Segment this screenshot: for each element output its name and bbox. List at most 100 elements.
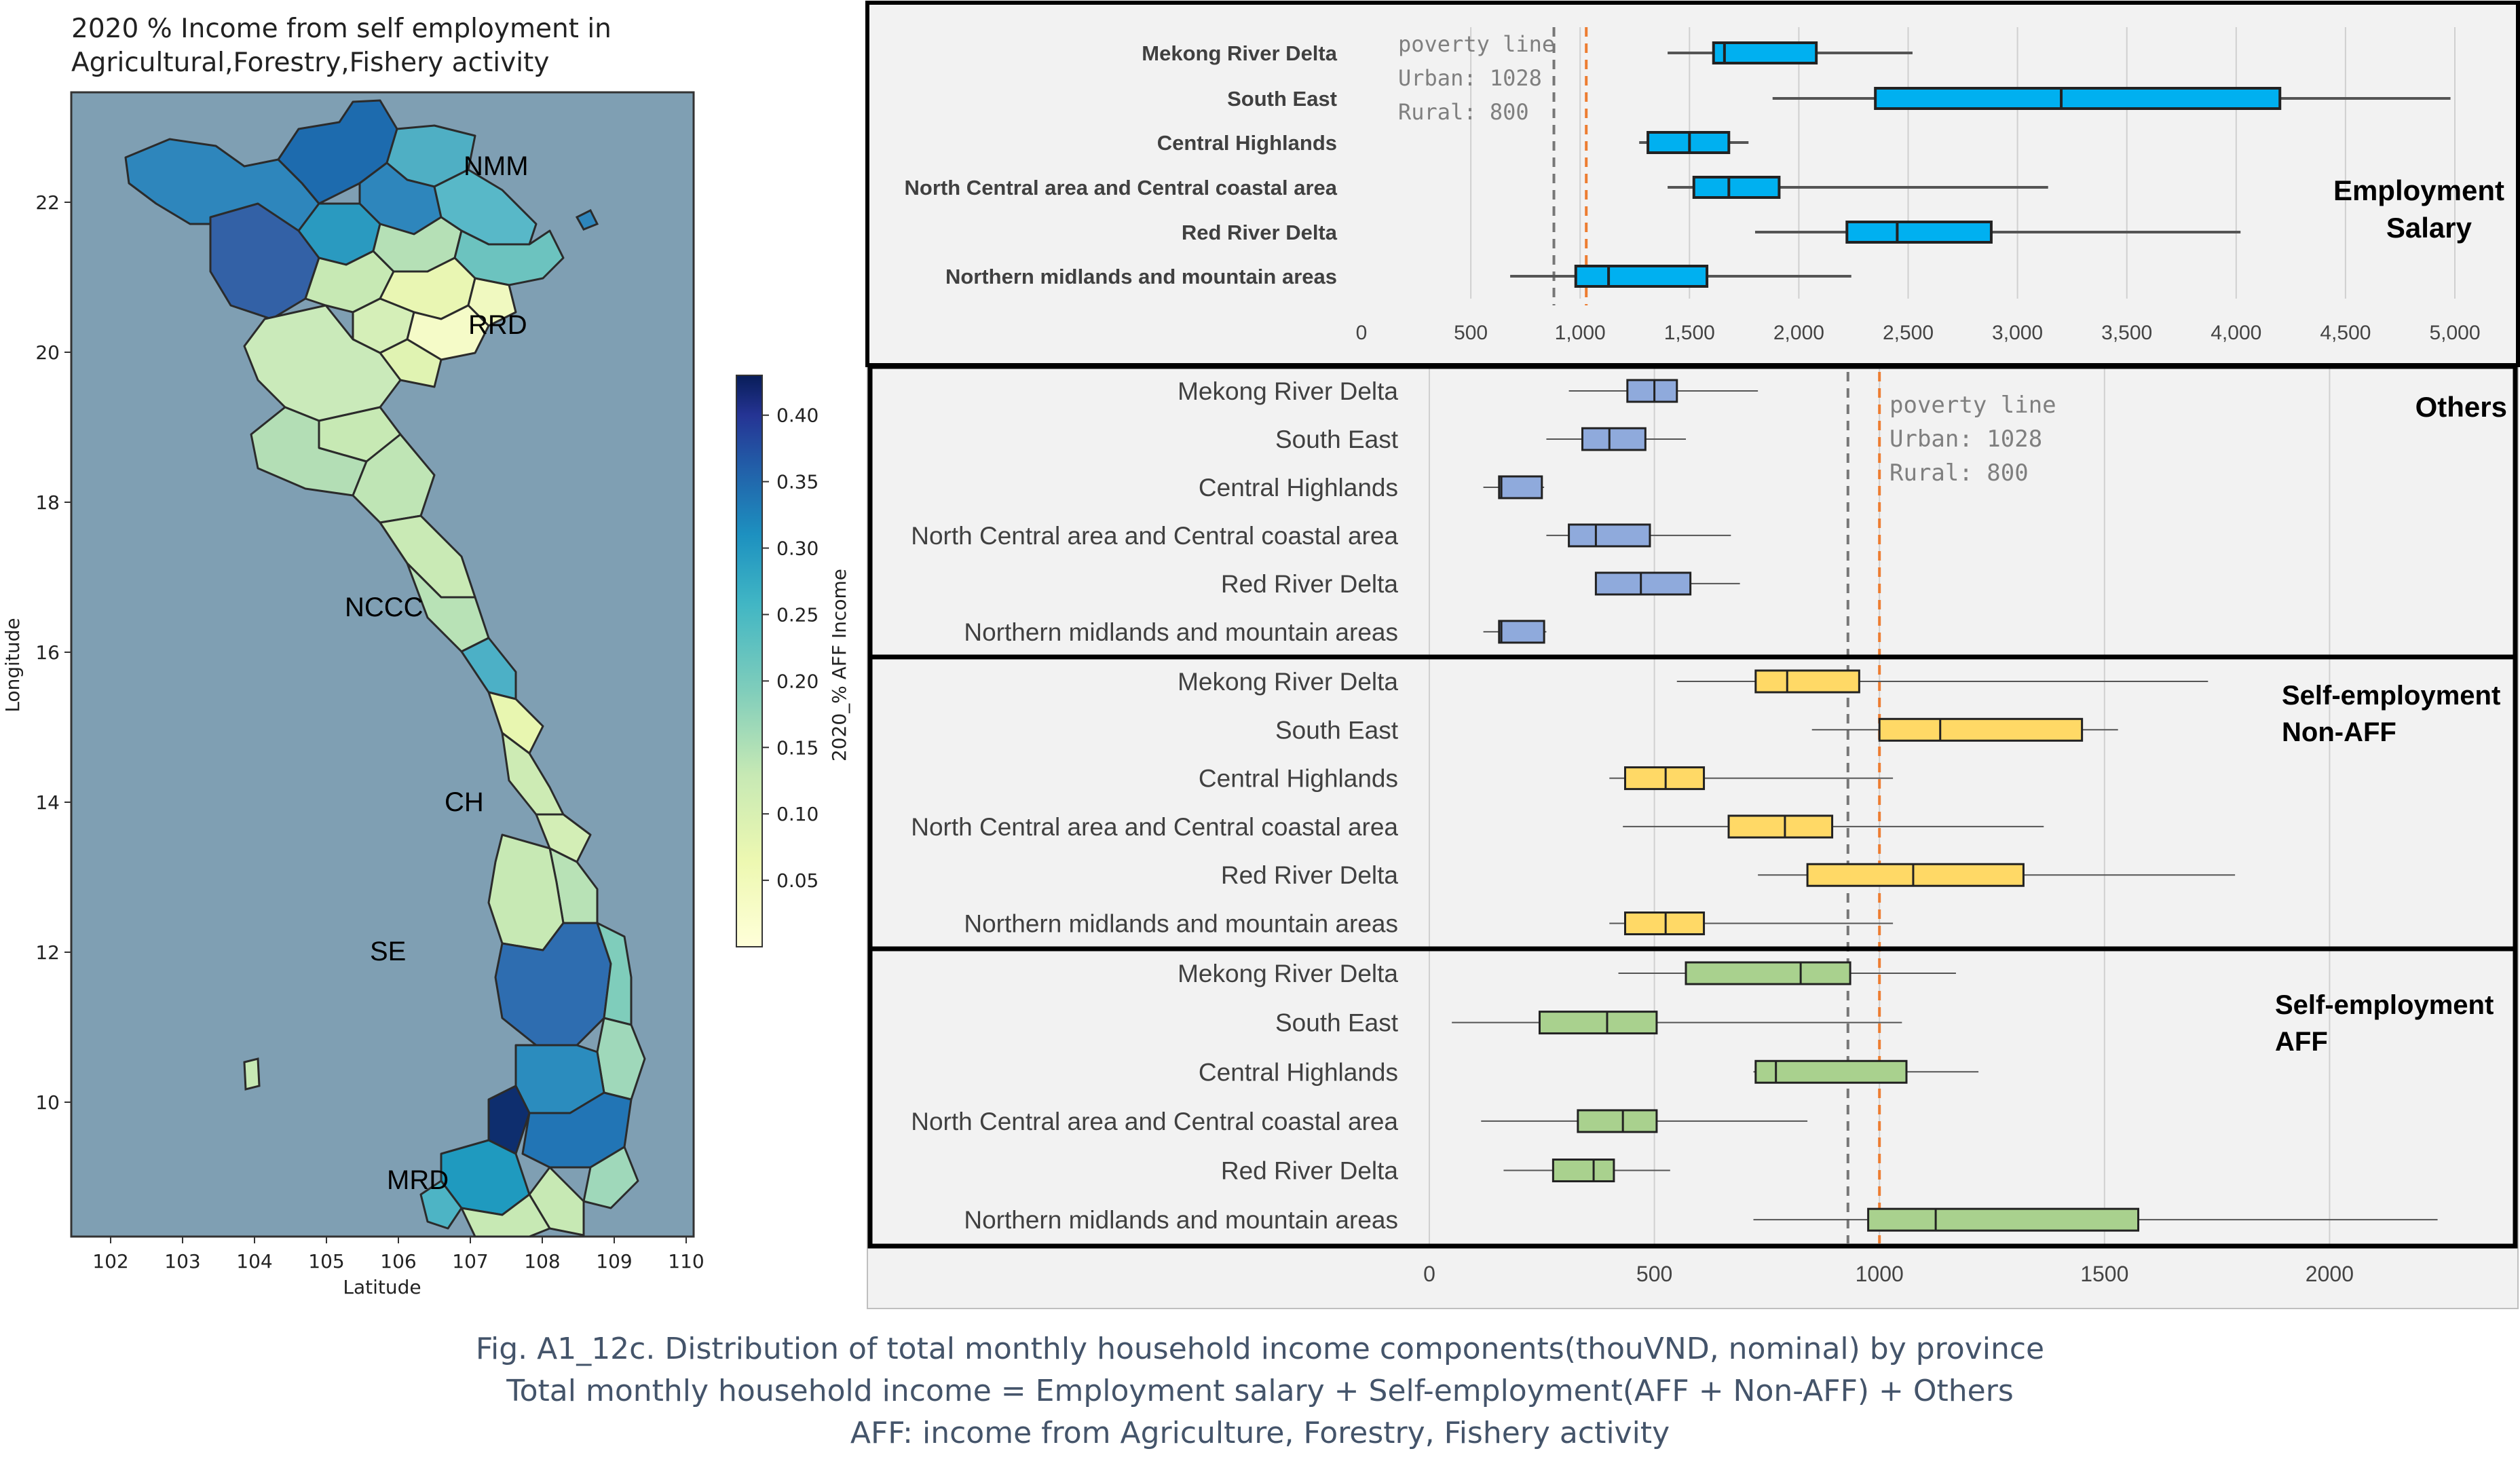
panel-bg (870, 949, 2515, 1246)
x-tick-label: 3,000 (1992, 322, 2043, 344)
panel-frame (867, 946, 2518, 1249)
region-label-rrd: RRD (468, 310, 527, 340)
x-tick-label: 500 (1636, 1262, 1672, 1286)
map-y-ticks: 22 20 18 16 14 12 10 (35, 191, 71, 1114)
category-label: Central Highlands (1157, 131, 1337, 155)
category-label: Mekong River Delta (1178, 668, 1398, 696)
poverty-annotation: Urban: 1028 (1889, 426, 2042, 453)
iqr-box (1568, 523, 1651, 548)
box-plots-panel: 0 500 1,000 1,500 2,000 2,500 3,000 3,500 4,000 4… (865, 1, 2520, 1309)
lower-charts: 0 500 1000 1500 2000 poverty line Urban: 1028 R… (867, 364, 2518, 1286)
region-label-se: SE (370, 937, 406, 966)
map-y-tick-label: 10 (35, 1091, 60, 1114)
category-label: Northern midlands and mountain areas (964, 618, 1398, 646)
iqr-box (1498, 475, 1543, 500)
x-tick-label: 4,000 (2211, 322, 2261, 344)
map-title: 2020 % Income from self employment in Ag… (71, 12, 612, 80)
iqr-box (1552, 1159, 1615, 1183)
x-tick-label: 4,500 (2320, 322, 2371, 344)
province-region (487, 1085, 531, 1155)
chart-title-line1: Self-employment (2275, 990, 2494, 1020)
iqr-box (1685, 961, 1851, 985)
map-y-tick-label: 20 (35, 341, 60, 364)
iqr-box (1623, 766, 1706, 791)
x-tick-label: 500 (1454, 322, 1488, 344)
iqr-box (1623, 911, 1706, 936)
chart-title-line1: Self-employment (2282, 681, 2500, 711)
colorbar-tick-label: 0.10 (776, 803, 819, 825)
employment-salary-chart: 0 500 1,000 1,500 2,000 2,500 3,000 3,500 4,000 4… (865, 1, 2520, 367)
colorbar-tick-label: 0.40 (776, 404, 819, 427)
category-label: Mekong River Delta (1178, 960, 1398, 987)
x-tick-label: 2,000 (1773, 322, 1824, 344)
x-tick-label: 0 (1356, 322, 1368, 344)
map-x-tick-label: 110 (668, 1250, 704, 1273)
x-tick-label: 0 (1423, 1262, 1435, 1286)
category-label: South East (1275, 716, 1399, 744)
island (243, 1057, 261, 1091)
colorbar-ticks: 0.40 0.35 0.30 0.25 0.20 0.15 0.10 0.05 (762, 404, 819, 892)
colorbar-tick-label: 0.25 (776, 603, 819, 626)
x-tick-label: 2,500 (1883, 322, 1934, 344)
panel-bg (870, 657, 2515, 949)
province-region (467, 277, 517, 327)
category-label: Central Highlands (1199, 474, 1398, 502)
chart-title-line1: Employment (2333, 174, 2504, 206)
x-tick-label: 1,000 (1555, 322, 1606, 344)
category-label: Mekong River Delta (1178, 377, 1398, 405)
category-label: Northern midlands and mountain areas (964, 910, 1398, 938)
iqr-box (1806, 863, 2025, 887)
category-label: Northern midlands and mountain areas (964, 1206, 1398, 1234)
category-label: North Central area and Central coastal a… (911, 1108, 1398, 1135)
map-title-line1: 2020 % Income from self employment in (71, 14, 612, 44)
iqr-box (1577, 1109, 1658, 1133)
poverty-annotation: Rural: 800 (1889, 459, 2029, 487)
category-label: South East (1227, 87, 1337, 111)
iqr-box (1878, 717, 2084, 742)
map-y-tick-label: 22 (35, 191, 60, 214)
poverty-annotation: poverty line (1398, 31, 1555, 57)
colorbar-tick-label: 0.05 (776, 869, 819, 892)
poverty-annotation: poverty line (1889, 392, 2056, 419)
figure-caption-line2: Total monthly household income = Employm… (506, 1374, 2014, 1408)
figure-caption-line3: AFF: income from Agriculture, Forestry, … (850, 1416, 1670, 1450)
category-label: Red River Delta (1221, 861, 1399, 889)
category-label: Red River Delta (1182, 221, 1338, 244)
iqr-box (1845, 221, 1993, 244)
colorbar-tick-label: 0.35 (776, 471, 819, 493)
map-x-tick-label: 106 (380, 1250, 416, 1273)
iqr-box (1712, 41, 1818, 64)
colorbar-label: 2020_% AFF Income (828, 569, 850, 761)
colorbar-tick-label: 0.30 (776, 538, 819, 560)
x-tick-label: 3,500 (2101, 322, 2152, 344)
map-x-tick-label: 107 (452, 1250, 488, 1273)
province-region (582, 1146, 639, 1209)
iqr-box (1626, 379, 1678, 403)
map-x-ticks: 102 103 104 105 106 107 108 109 110 (92, 1237, 704, 1273)
category-label: South East (1275, 426, 1399, 453)
island (575, 208, 599, 231)
iqr-box (1874, 87, 2282, 110)
poverty-annotation: Rural: 800 (1398, 99, 1529, 125)
chart-title-line2: Salary (2386, 212, 2472, 244)
category-label: Mekong River Delta (1142, 41, 1337, 65)
map-panel: NMM RRD NCCC CH SE MRD 102 103 104 105 106 10… (1, 91, 850, 1298)
category-label: Red River Delta (1221, 1157, 1399, 1185)
x-tick-label: 1500 (2080, 1262, 2128, 1286)
poverty-annotation: Urban: 1028 (1398, 65, 1542, 91)
category-label: South East (1275, 1009, 1399, 1037)
map-x-axis-label: Latitude (343, 1276, 421, 1298)
map-y-tick-label: 18 (35, 491, 60, 514)
category-label: Central Highlands (1199, 1058, 1398, 1086)
map-title-line2: Agricultural,Forestry,Fishery activity (71, 48, 550, 78)
iqr-box (1581, 427, 1647, 451)
province-region (535, 813, 592, 863)
chart-title-line2: Non-AFF (2282, 717, 2396, 747)
iqr-box (1594, 571, 1692, 596)
province-region (528, 1166, 585, 1237)
category-label: Red River Delta (1221, 570, 1399, 598)
map-x-tick-label: 103 (164, 1250, 200, 1273)
province-region (460, 637, 517, 700)
category-label: North Central area and Central coastal a… (905, 176, 1338, 200)
